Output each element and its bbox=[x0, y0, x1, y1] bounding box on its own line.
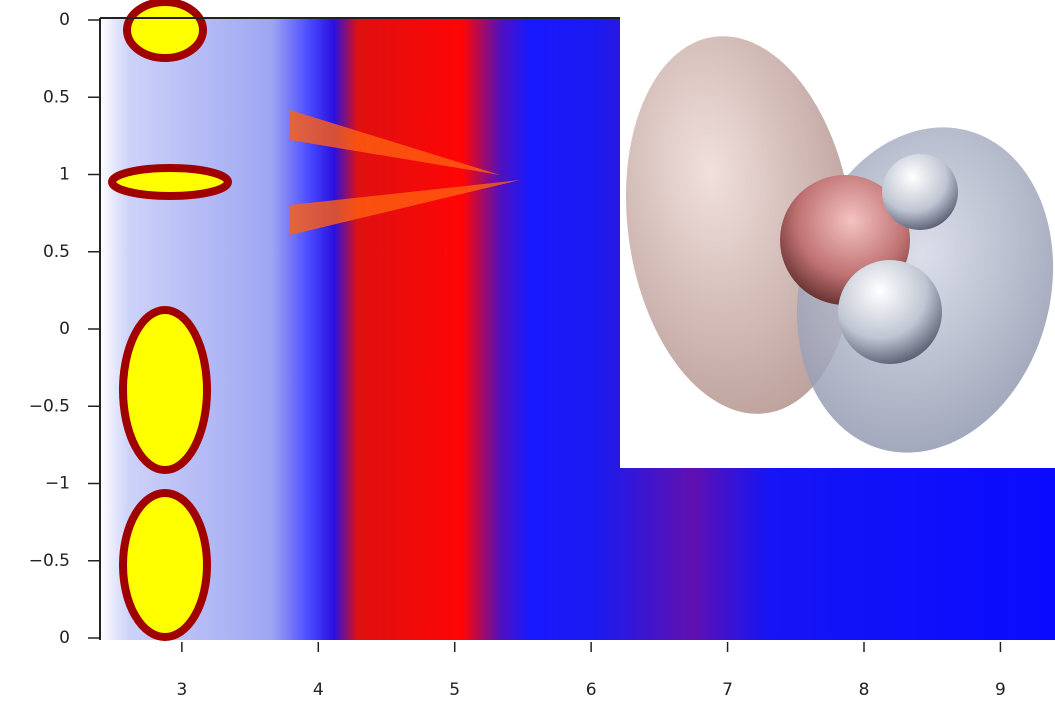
y-tick-label: −1 bbox=[45, 474, 70, 494]
y-tick-label: 0 bbox=[59, 10, 70, 30]
x-tick-label: 4 bbox=[313, 680, 324, 700]
chart: 3 4 5 6 7 8 9 0 0.5 1 0.5 0 −0.5 −1 −0.5 0 bbox=[0, 0, 1055, 707]
x-tick-label: 6 bbox=[586, 680, 597, 700]
y-tick-label: 0.5 bbox=[43, 87, 70, 107]
y-tick-label: −0.5 bbox=[29, 396, 70, 416]
y-tick-label: −0.5 bbox=[29, 551, 70, 571]
x-tick-label: 9 bbox=[995, 680, 1006, 700]
y-tick-label: 0 bbox=[59, 628, 70, 648]
y-tick-label: 0 bbox=[59, 319, 70, 339]
x-tick-label: 8 bbox=[859, 680, 870, 700]
x-tick-label: 3 bbox=[176, 680, 187, 700]
x-tick-label: 7 bbox=[722, 680, 733, 700]
x-tick-label: 5 bbox=[449, 680, 460, 700]
y-tick-label: 0.5 bbox=[43, 242, 70, 262]
molecule-inset bbox=[603, 18, 1055, 482]
y-tick-label: 1 bbox=[59, 165, 70, 185]
